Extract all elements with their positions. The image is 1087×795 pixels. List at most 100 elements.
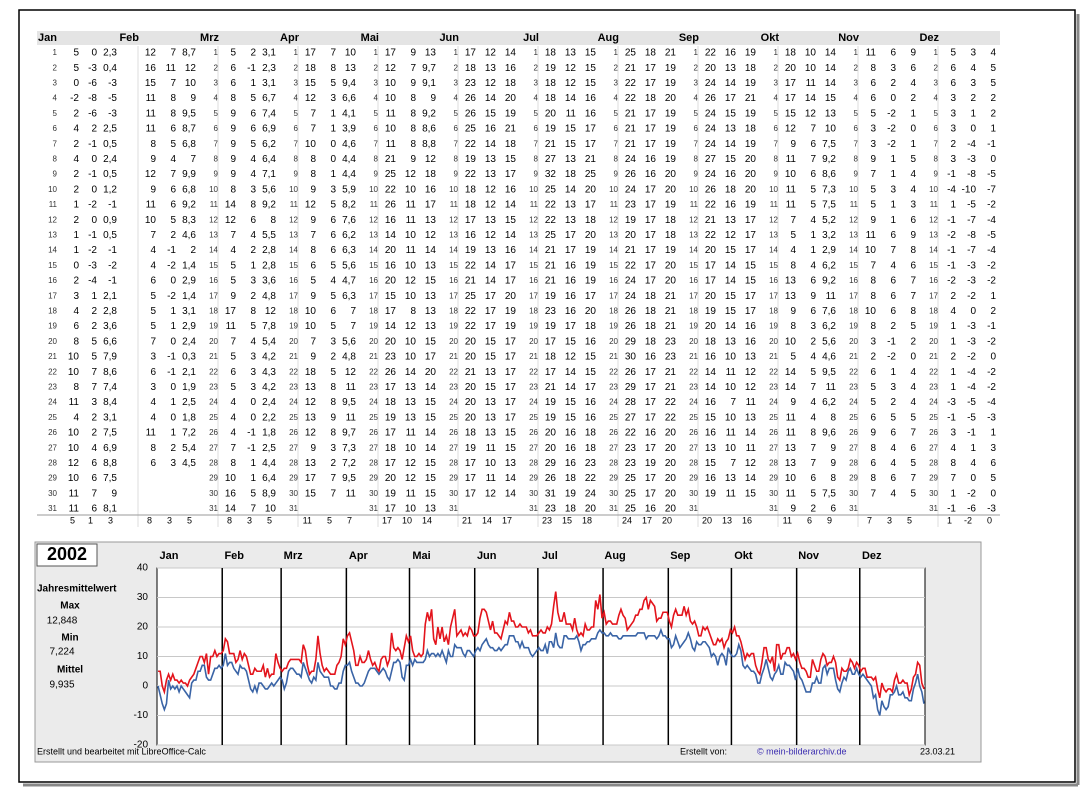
day-number: 2 [774, 63, 779, 72]
day-number: 23 [449, 383, 458, 392]
cell-mean: 15 [425, 336, 437, 347]
day-number: 21 [449, 352, 458, 361]
cell-max: 15 [385, 291, 397, 302]
cell-mean: 8,6 [822, 169, 836, 180]
cell-min: 6 [91, 458, 97, 469]
cell-max: 16 [385, 260, 397, 271]
day-number: 20 [529, 337, 538, 346]
day-number: 2 [454, 63, 459, 72]
month-average: 17 [382, 515, 392, 525]
cell-mean: 16 [585, 93, 597, 104]
day-number: 19 [849, 322, 858, 331]
day-number: 29 [289, 474, 298, 483]
cell-min: 17 [565, 230, 577, 241]
stat-label: Max [60, 601, 80, 612]
month-average: 11 [783, 515, 792, 525]
cell-min: 6 [330, 215, 336, 226]
cell-min: 6 [890, 306, 896, 317]
month-average: 5 [327, 515, 332, 525]
month-header: Mrz [200, 32, 219, 44]
cell-max: 20 [385, 245, 397, 256]
cell-min: 0 [170, 382, 176, 393]
cell-min: -1 [247, 63, 256, 74]
cell-max: 7 [150, 230, 156, 241]
cell-max: 6 [870, 412, 876, 423]
cell-mean: 5 [990, 473, 996, 484]
cell-max: 25 [545, 230, 557, 241]
cell-min: 12 [805, 108, 817, 119]
cell-mean: 19 [665, 139, 677, 150]
cell-max: 5 [230, 382, 236, 393]
cell-mean: -2 [987, 367, 996, 378]
cell-min: 17 [645, 63, 657, 74]
day-number: 13 [449, 231, 458, 240]
day-number: 16 [449, 276, 458, 285]
cell-mean: 9,2 [822, 276, 836, 287]
header-bar [37, 31, 1000, 45]
day-number: 21 [369, 352, 378, 361]
cell-min: -1 [167, 352, 176, 363]
cell-max: 17 [305, 48, 317, 59]
day-number: 10 [209, 185, 218, 194]
cell-min: 13 [725, 473, 737, 484]
cell-min: 18 [565, 504, 577, 515]
day-number: 22 [209, 367, 218, 376]
day-number: 15 [289, 261, 298, 270]
cell-max: 15 [785, 108, 797, 119]
cell-mean: 0,5 [103, 139, 117, 150]
cell-mean: 2,9 [182, 276, 196, 287]
day-number: 30 [769, 489, 778, 498]
cell-max: 26 [465, 108, 477, 119]
cell-min: 7 [91, 488, 97, 499]
cell-min: 7 [890, 245, 896, 256]
cell-max: 25 [625, 473, 637, 484]
cell-mean: 8,9 [262, 488, 276, 499]
cell-max: 19 [705, 488, 717, 499]
cell-max: 5 [230, 276, 236, 287]
cell-mean: 9,2 [422, 108, 436, 119]
cell-mean: 15 [425, 412, 437, 423]
cell-min: -3 [967, 321, 976, 332]
cell-max: 19 [465, 154, 477, 165]
cell-mean: 11 [826, 291, 837, 302]
cell-mean: 3,1 [182, 306, 196, 317]
day-number: 1 [214, 48, 219, 57]
day-number: 3 [374, 79, 379, 88]
cell-min: 12 [405, 169, 417, 180]
cell-max: 12 [305, 397, 317, 408]
day-number: 4 [774, 94, 779, 103]
cell-min: 7 [810, 124, 816, 135]
cell-mean: 19 [745, 139, 757, 150]
cell-min: -1 [167, 245, 176, 256]
cell-min: -4 [967, 382, 976, 393]
cell-mean: 13 [425, 291, 437, 302]
cell-max: 8 [150, 139, 156, 150]
cell-max: 22 [545, 215, 557, 226]
cell-mean: 3,9 [342, 124, 356, 135]
cell-min: 17 [645, 245, 657, 256]
cell-mean: 21 [665, 306, 677, 317]
x-month-label: Feb [224, 550, 244, 562]
cell-max: 8 [870, 63, 876, 74]
cell-mean: 3,1 [262, 48, 276, 59]
cell-max: 25 [545, 184, 557, 195]
day-number: 18 [209, 307, 218, 316]
day-number: 21 [529, 352, 538, 361]
day-number: 17 [689, 291, 698, 300]
day-number: 12 [449, 215, 458, 224]
day-number: 20 [209, 337, 218, 346]
cell-min: 1 [890, 154, 896, 165]
cell-min: -3 [967, 154, 976, 165]
cell-min: -2 [88, 245, 97, 256]
cell-min: 18 [645, 321, 657, 332]
cell-mean: -7 [987, 184, 996, 195]
cell-min: 15 [485, 382, 497, 393]
month-average: 8 [227, 515, 232, 525]
day-number: 30 [609, 489, 618, 498]
day-number: 25 [769, 413, 778, 422]
day-number: 12 [369, 215, 378, 224]
cell-max: 16 [385, 215, 397, 226]
cell-mean: 1,8 [182, 412, 196, 423]
day-number: 30 [48, 489, 57, 498]
day-number: 2 [214, 63, 219, 72]
